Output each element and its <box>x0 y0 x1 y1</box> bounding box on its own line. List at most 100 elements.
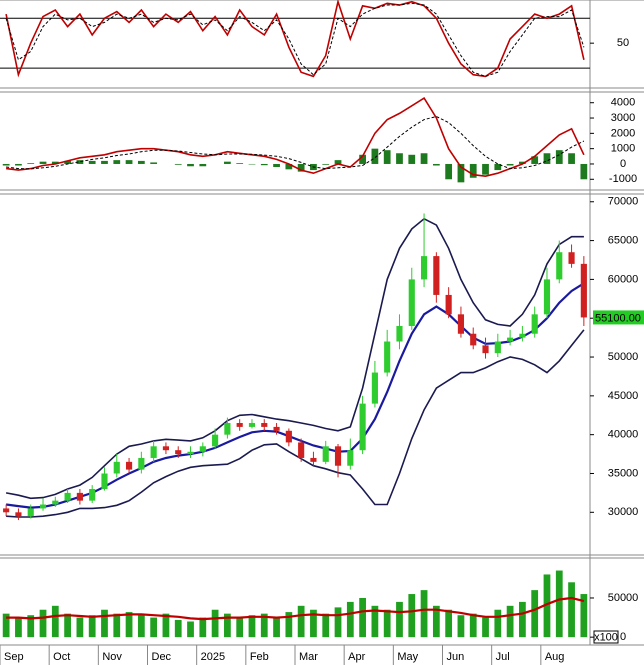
bar <box>113 160 121 164</box>
candle-body <box>39 504 47 509</box>
bar <box>125 160 133 164</box>
bar <box>408 154 416 164</box>
bar <box>39 609 47 638</box>
candle-body <box>420 256 428 280</box>
last-price-box <box>593 310 644 325</box>
candle-body <box>199 446 206 452</box>
bar <box>445 609 453 638</box>
bar <box>113 613 121 638</box>
candle-body <box>531 314 538 334</box>
bar <box>334 160 342 164</box>
bar <box>580 163 588 180</box>
series-line <box>5 0 585 78</box>
y-tick-label: 0 <box>620 158 626 170</box>
candle-body <box>212 434 219 447</box>
candle-body <box>175 450 182 455</box>
y-tick-label: 35000 <box>608 467 639 479</box>
candle-body <box>519 333 526 338</box>
bar <box>543 153 551 164</box>
bar <box>531 156 539 164</box>
bar <box>346 601 354 638</box>
bar <box>322 163 330 165</box>
candle-body <box>52 500 59 505</box>
bar <box>248 615 256 638</box>
candle-body <box>298 442 305 458</box>
bar <box>543 574 551 638</box>
bar <box>469 613 477 638</box>
x-tick-label: Sep <box>4 651 24 663</box>
bar <box>2 613 10 638</box>
y-tick-label: 65000 <box>608 234 639 246</box>
y-tick-label: -1000 <box>609 173 637 185</box>
bar <box>297 605 305 638</box>
candle-body <box>27 508 34 517</box>
bar <box>555 570 563 638</box>
bar <box>224 161 231 164</box>
series-line <box>6 596 585 621</box>
y-tick-label: 3000 <box>611 112 635 124</box>
candle-body <box>482 345 489 354</box>
bar <box>420 153 428 164</box>
candle-body <box>89 489 96 501</box>
bar <box>101 160 108 164</box>
bar <box>273 617 280 638</box>
bar <box>482 163 489 175</box>
last-price-label: 55100.00 <box>595 312 641 324</box>
candle-body <box>322 446 329 462</box>
bar <box>236 617 244 638</box>
candle-body <box>334 446 342 466</box>
bar <box>15 163 22 166</box>
x-tick-label: Apr <box>348 651 365 663</box>
bar <box>150 162 158 164</box>
bar <box>568 582 575 638</box>
x-tick-label: Nov <box>102 651 122 663</box>
bar <box>445 163 453 180</box>
bar <box>432 163 440 166</box>
bar <box>408 594 416 638</box>
bar <box>494 609 502 638</box>
candle-body <box>371 372 378 404</box>
candle-body <box>236 423 243 427</box>
series-line <box>5 217 584 500</box>
candle-body <box>273 426 280 431</box>
bar <box>76 160 84 164</box>
y-tick-label: 50000 <box>608 351 639 363</box>
bar <box>76 617 84 638</box>
x-tick-label: Dec <box>152 651 172 663</box>
bar <box>420 590 428 638</box>
bar <box>236 163 244 164</box>
bar <box>506 605 514 638</box>
bar <box>27 163 35 164</box>
candle-body <box>248 423 256 427</box>
bar <box>187 621 194 638</box>
candle-body <box>457 314 465 334</box>
bar <box>432 605 440 638</box>
bar <box>371 605 379 638</box>
bar <box>285 163 293 170</box>
candle-body <box>224 423 231 435</box>
series-line <box>5 2 585 77</box>
candle-body <box>261 423 268 427</box>
bar <box>359 597 366 638</box>
bar <box>187 163 194 167</box>
candle-body <box>556 252 563 280</box>
candle-body <box>76 492 83 501</box>
bar <box>88 160 96 164</box>
series-line <box>6 96 585 178</box>
bar <box>310 609 317 638</box>
bar <box>396 153 403 164</box>
bar <box>580 594 588 638</box>
y-tick-label: 4000 <box>611 97 635 109</box>
bar <box>469 163 477 178</box>
bar <box>383 609 391 638</box>
x-tick-label: 2025 <box>201 651 225 663</box>
x-tick-label: Mar <box>299 651 318 663</box>
candle-body <box>580 263 587 318</box>
y-tick-label: 45000 <box>608 390 639 402</box>
bar <box>531 590 539 638</box>
bar <box>199 617 207 638</box>
x-tick-label: Feb <box>250 651 269 663</box>
bar <box>371 148 379 164</box>
